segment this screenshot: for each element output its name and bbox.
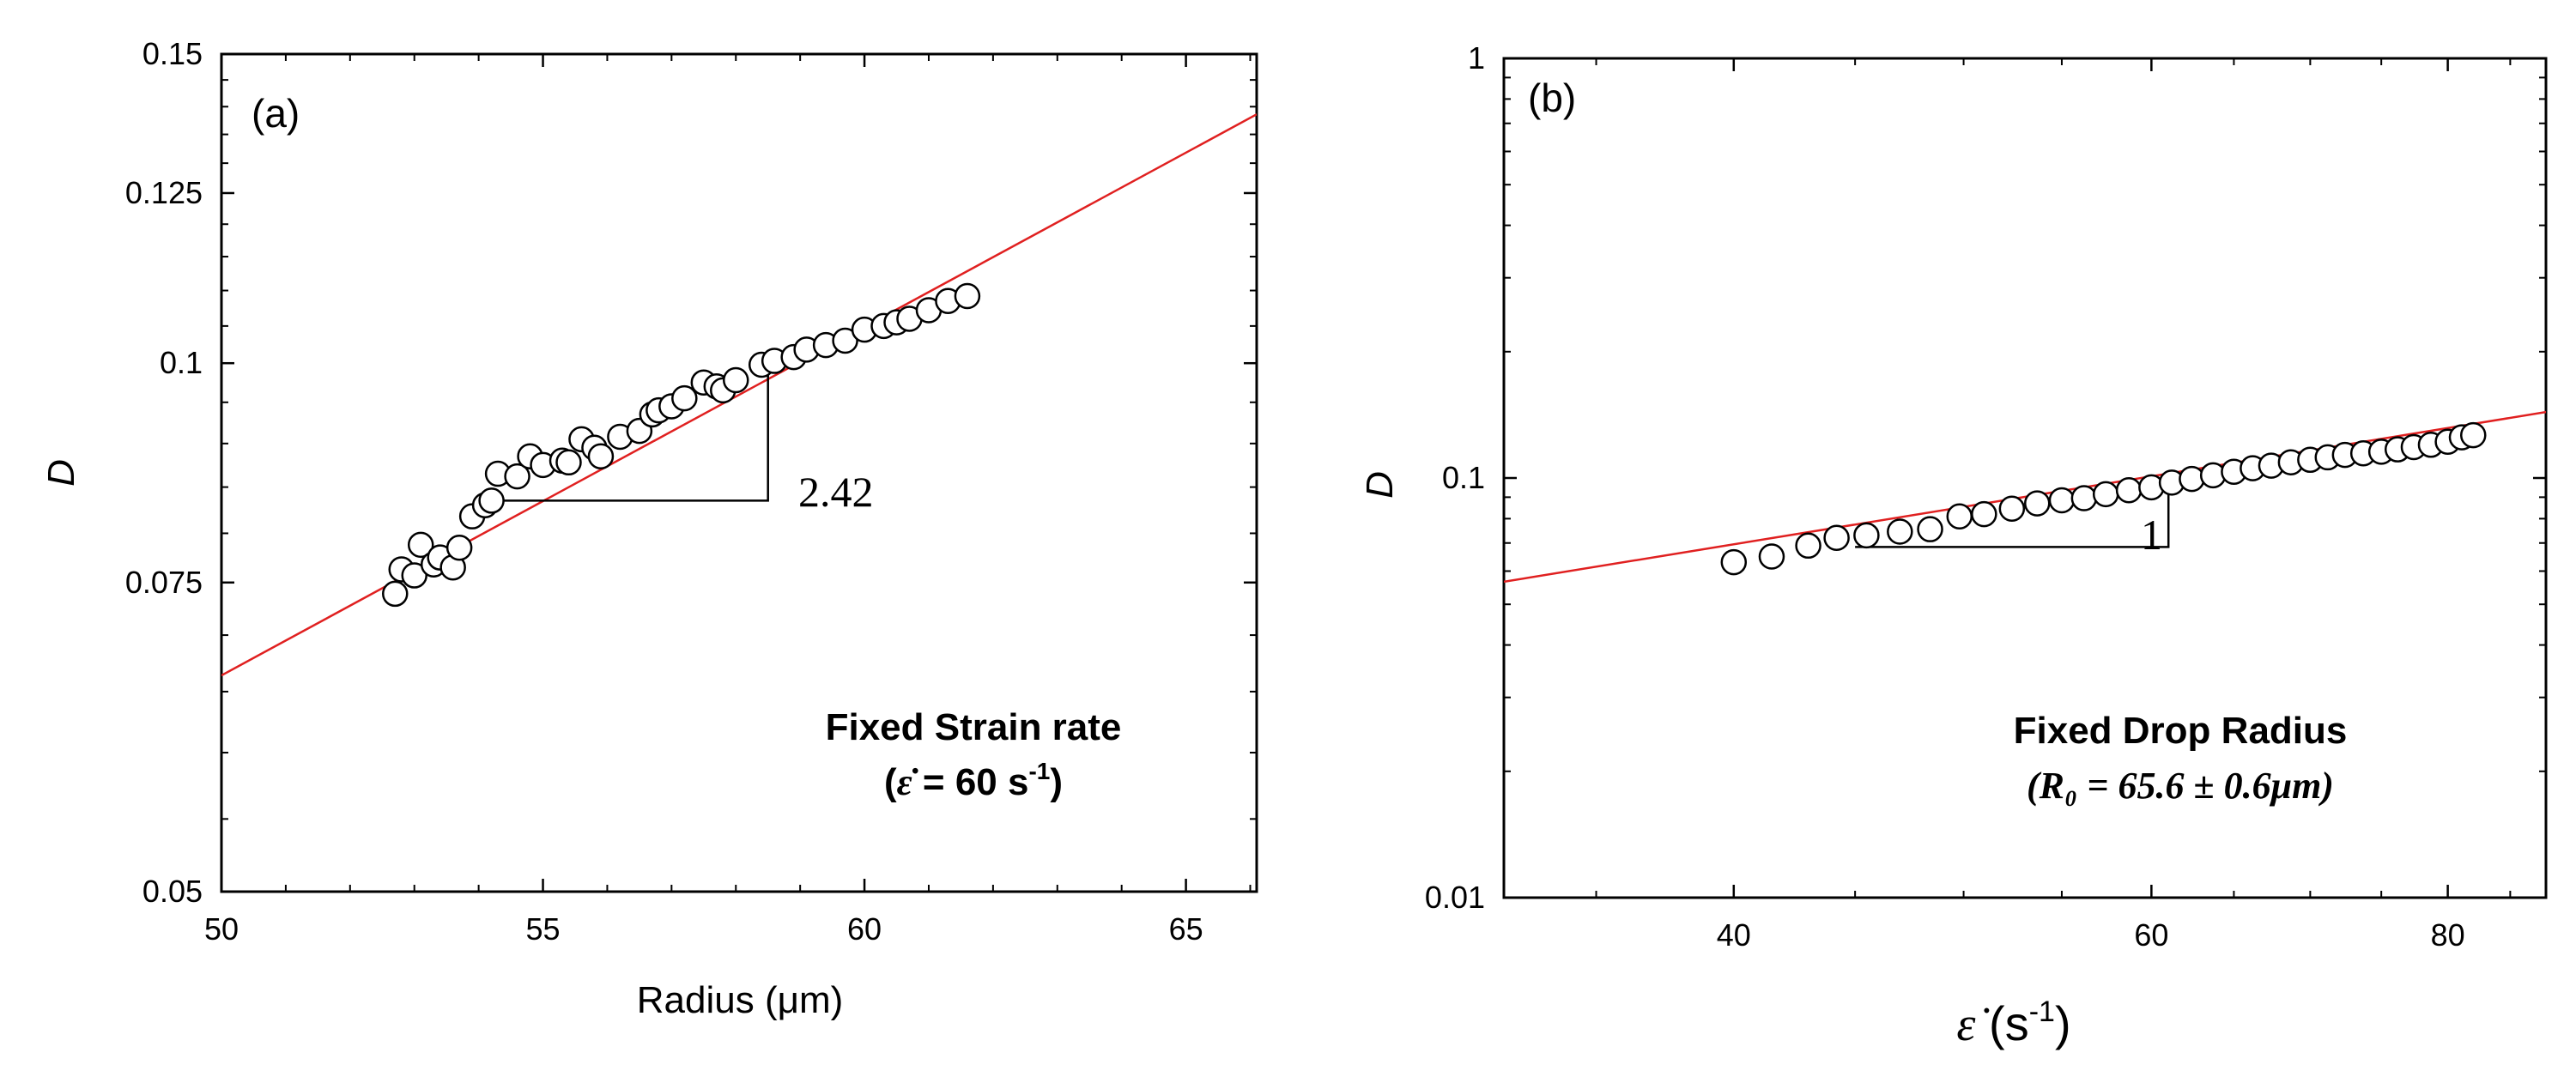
y-tick-label: 0.125 xyxy=(125,175,203,210)
data-point xyxy=(2460,421,2487,449)
plot-frame-a xyxy=(220,52,1258,893)
data-point xyxy=(2048,487,2076,514)
y-axis-title-a: D xyxy=(40,459,82,487)
ticks-a: 50 55 60 65 0.05 0.075 0.1 0.125 0.15 xyxy=(125,36,1257,947)
data-point xyxy=(1795,532,1821,560)
data-point xyxy=(1887,518,1913,545)
panel-label-a: (a) xyxy=(252,91,300,136)
data-point xyxy=(504,463,530,490)
y-tick-label: 0.1 xyxy=(1442,460,1485,495)
data-point xyxy=(1720,548,1748,576)
data-point xyxy=(478,487,505,514)
data-point xyxy=(832,327,858,354)
data-point xyxy=(954,282,981,310)
x-tick-label: 65 xyxy=(1169,911,1203,947)
data-point xyxy=(2070,485,2098,511)
y-tick-label: 0.1 xyxy=(160,345,203,380)
data-point xyxy=(2092,481,2119,508)
x-axis-title-a: Radius (μm) xyxy=(637,979,844,1021)
data-point xyxy=(671,384,698,412)
fit-line-b xyxy=(1504,410,2546,584)
ticks-b: 40 60 80 0.01 0.1 1 xyxy=(1425,40,2546,953)
y-tick-label: 0.15 xyxy=(142,36,203,71)
data-point xyxy=(401,562,427,589)
y-axis-title-b: D xyxy=(1359,471,1401,499)
data-point xyxy=(1998,495,2026,523)
data-point xyxy=(1971,500,1997,528)
data-point xyxy=(555,449,582,476)
x-tick-label: 60 xyxy=(847,911,882,947)
data-point xyxy=(407,531,434,559)
slope-triangle-b xyxy=(1855,479,2170,548)
plot-frame-b xyxy=(1502,57,2548,899)
x-tick-label: 60 xyxy=(2134,917,2168,953)
data-points-b xyxy=(1720,421,2487,576)
slope-label-b: 1 xyxy=(2141,511,2162,559)
x-tick-label: 40 xyxy=(1717,917,1751,953)
fit-line-a xyxy=(221,113,1257,677)
annotation-b-line2: (R₀ = 65.6 ± 0.6μm) xyxy=(2027,765,2334,807)
annotation-a-line2: (ε̇ = 60 s-1) xyxy=(884,758,1063,803)
chart-panel-b: 40 60 80 0.01 0.1 1 (b) 1 Fixed Drop Radius (… xyxy=(1359,40,2548,1051)
panel-label-b: (b) xyxy=(1528,76,1576,120)
data-point xyxy=(1853,522,1880,549)
annotation-b-line1: Fixed Drop Radius xyxy=(2014,710,2348,752)
data-point xyxy=(1917,516,1943,542)
data-points-a xyxy=(381,282,981,608)
x-tick-label: 50 xyxy=(204,911,239,947)
y-tick-label: 1 xyxy=(1468,40,1485,76)
x-axis-title-b: ε̇ (s-1) xyxy=(1956,995,2070,1051)
data-point xyxy=(2024,490,2051,517)
data-point xyxy=(1758,543,1785,570)
data-point xyxy=(2179,465,2205,493)
data-point xyxy=(1823,524,1850,552)
x-tick-label: 55 xyxy=(526,911,561,947)
data-point xyxy=(445,535,473,561)
y-tick-label: 0.01 xyxy=(1425,880,1485,915)
chart-panel-a: 50 55 60 65 0.05 0.075 0.1 0.125 0.15 (a) 2.42 F… xyxy=(40,36,1258,1021)
x-tick-label: 80 xyxy=(2431,917,2465,953)
y-tick-label: 0.05 xyxy=(142,874,203,909)
y-tick-label: 0.075 xyxy=(125,565,203,600)
data-point xyxy=(381,580,409,608)
slope-triangle-a xyxy=(491,373,769,502)
data-point xyxy=(1946,503,1973,530)
slope-label-a: 2.42 xyxy=(798,468,874,516)
data-point xyxy=(723,366,749,394)
data-point xyxy=(2115,477,2143,504)
annotation-a-line1: Fixed Strain rate xyxy=(826,706,1122,748)
data-point xyxy=(587,443,615,469)
